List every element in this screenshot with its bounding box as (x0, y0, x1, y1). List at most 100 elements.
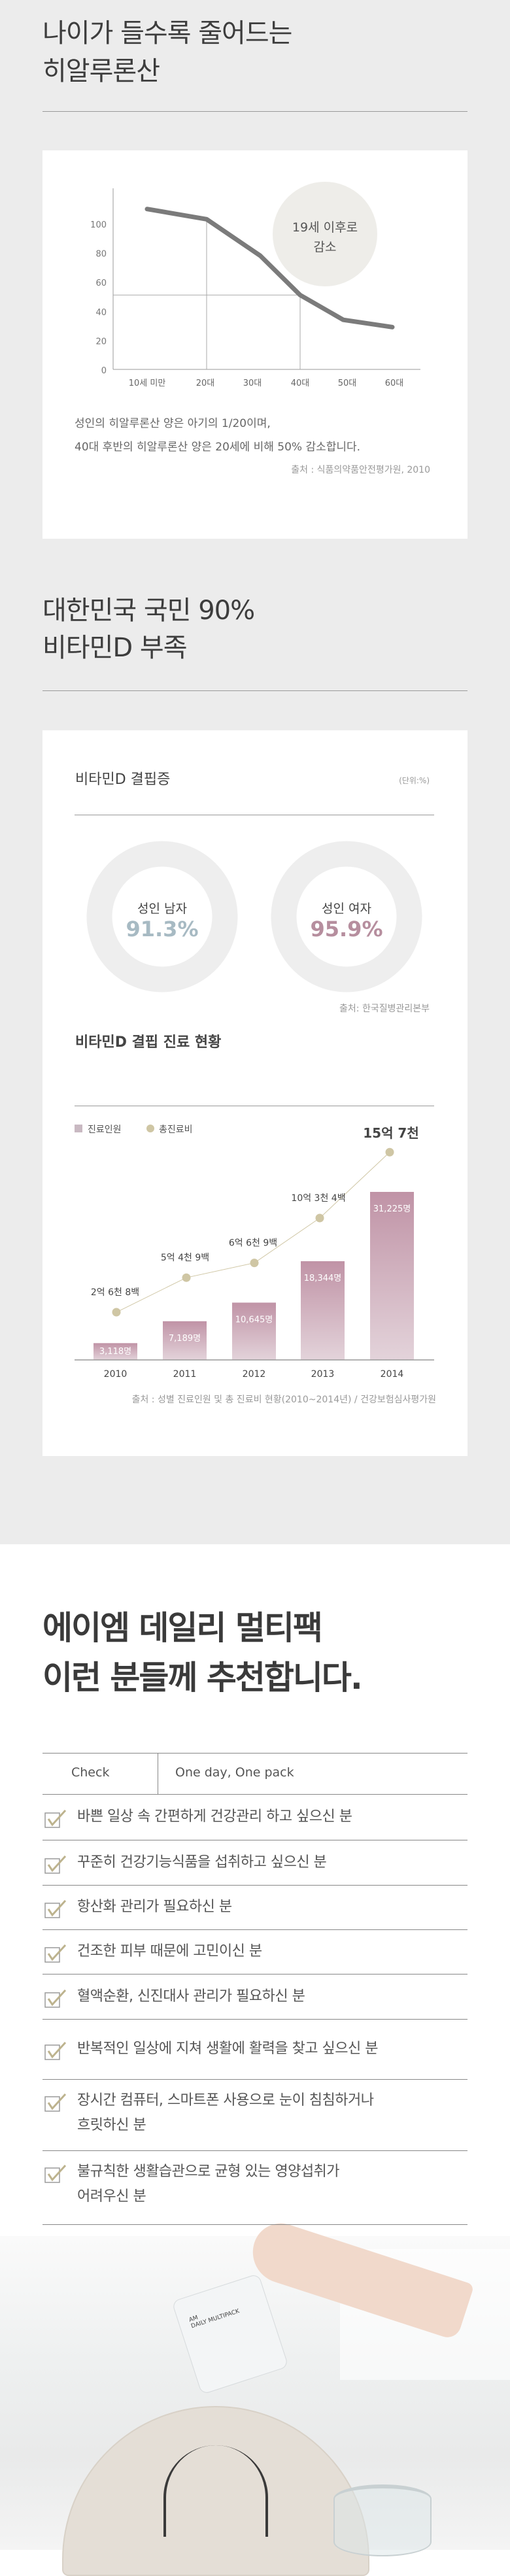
checkbox-checked-icon (44, 1944, 67, 1963)
treatment-title: 비타민D 결핍 진료 현황 (75, 1034, 222, 1051)
checkbox-checked-icon (44, 2093, 67, 2112)
cost-point (315, 1213, 324, 1223)
bar (94, 1343, 137, 1360)
checkbox-checked-icon (44, 1855, 67, 1874)
donut-label: 성인 남자 (137, 902, 187, 916)
x-tick-label: 2014 (381, 1369, 404, 1380)
bar-label: 7,189명 (169, 1334, 201, 1344)
bar (370, 1192, 414, 1360)
bar-label: 18,344명 (304, 1274, 341, 1283)
checkbox-checked-icon (44, 2041, 67, 2060)
divider (42, 690, 468, 691)
annotation-bubble (273, 182, 377, 286)
donut-value: 95.9% (310, 917, 382, 941)
bar (301, 1261, 345, 1360)
caption-line2: 40대 후반의 히알루론산 양은 20세에 비해 50% 감소합니다. (75, 441, 361, 454)
cost-point (112, 1308, 121, 1317)
recommendation-item: 장시간 컴퓨터, 스마트폰 사용으로 눈이 침침하거나 (77, 2092, 374, 2109)
bubble-text: 감소 (314, 240, 337, 254)
water-glass (333, 2484, 432, 2556)
donut-source: 출처: 한국질병관리본부 (339, 1004, 430, 1014)
x-tick-label: 2010 (104, 1369, 128, 1380)
legend-swatch-bar (75, 1125, 82, 1132)
y-tick-label: 0 (101, 366, 107, 376)
y-tick-label: 60 (95, 279, 107, 288)
table-divider (42, 2079, 468, 2080)
x-tick-label: 2011 (173, 1369, 197, 1380)
section3-title-line1: 에이엠 데일리 멀티팩 (42, 1609, 323, 1647)
table-divider (42, 2019, 468, 2020)
section3-title-line2: 이런 분들께 추천합니다. (42, 1659, 363, 1697)
divider (42, 111, 468, 112)
donut-track (271, 841, 422, 992)
recommendation-item: 건조한 피부 때문에 고민이신 분 (77, 1943, 262, 1959)
cost-point (182, 1273, 191, 1282)
source-text: 출처 : 식품의약품안전평가원, 2010 (291, 465, 430, 475)
x-tick-label: 2012 (243, 1369, 266, 1380)
hyaluronic-line-chart: 0 20 40 60 80 100 10세 미만 20대 30대 40대 50대 60대 19세 이후로… (90, 182, 420, 388)
checkbox-checked-icon (44, 1809, 67, 1828)
y-tick-label: 100 (90, 220, 107, 230)
donut-value: 91.3% (126, 917, 198, 941)
recommendation-item: 반복적인 일상에 지쳐 생활에 활력을 찾고 싶으신 분 (77, 2041, 379, 2057)
section2-title-line2: 비타민D 부족 (42, 633, 188, 663)
checkbox-checked-icon (44, 1899, 67, 1918)
recommendation-item: 항산화 관리가 필요하신 분 (77, 1899, 232, 1915)
hyaluronic-line (144, 207, 395, 330)
section2-title-line1: 대한민국 국민 90% (42, 596, 255, 626)
header-check: Check (71, 1765, 110, 1780)
x-tick-label: 30대 (243, 379, 262, 388)
caption-line1: 성인의 히알루론산 양은 아기의 1/20이며, (75, 417, 271, 430)
unit-label: (단위:%) (399, 776, 430, 785)
bar-label: 31,225명 (373, 1204, 411, 1214)
cost-label: 10억 3천 4백 (291, 1193, 345, 1204)
bar (232, 1302, 276, 1360)
bar-label: 3,118명 (99, 1347, 131, 1357)
product-photo: AM DAILY MULTIPACK (0, 2216, 510, 2576)
x-tick-label: 40대 (291, 379, 310, 388)
cost-line (116, 1151, 390, 1313)
y-tick-label: 40 (95, 308, 107, 318)
cost-point (385, 1147, 394, 1157)
cost-point (250, 1259, 259, 1268)
x-tick-label: 10세 미만 (129, 379, 166, 388)
treatment-source: 출처 : 성별 진료인원 및 총 진료비 현황(2010~2014년) / 건강… (131, 1395, 436, 1405)
table-divider (42, 2224, 468, 2225)
x-tick-label: 60대 (385, 379, 404, 388)
legend-swatch-line (146, 1125, 154, 1132)
recommendation-item: 흐릿하신 분 (77, 2117, 146, 2133)
x-tick-label: 2013 (311, 1369, 335, 1380)
x-tick-label: 50대 (338, 379, 357, 388)
checkbox-checked-icon (44, 1989, 67, 2008)
legend-label: 진료인원 (88, 1125, 122, 1135)
table-divider (42, 1794, 468, 1795)
recommendation-item: 어려우신 분 (77, 2188, 146, 2205)
section1-title-line2: 히알루론산 (42, 56, 160, 86)
recommendation-item: 꾸준히 건강기능식품을 섭취하고 싶으신 분 (77, 1854, 327, 1871)
table-divider (42, 2150, 468, 2151)
table-divider (42, 1753, 468, 1754)
treatment-bar-chart: 진료인원 총진료비 3,118명 2010 7,189명 2011 10,645명 2012 1… (75, 1125, 434, 1380)
table-divider (42, 1885, 468, 1886)
donut-track (86, 841, 238, 992)
recommendation-item: 혈액순환, 신진대사 관리가 필요하신 분 (77, 1988, 305, 2005)
cost-label: 5억 4천 9백 (161, 1253, 209, 1263)
recommendation-item: 바쁜 일상 속 간편하게 건강관리 하고 싶으신 분 (77, 1808, 352, 1825)
y-tick-label: 20 (95, 337, 107, 347)
legend-label: 총진료비 (159, 1125, 193, 1135)
multipack-pouch: AM DAILY MULTIPACK (171, 2273, 289, 2395)
cost-label: 6억 6천 9백 (229, 1238, 277, 1249)
y-tick-label: 80 (95, 250, 107, 260)
deficiency-title: 비타민D 결핍증 (75, 771, 171, 788)
table-divider (42, 1929, 468, 1930)
section1-title-line1: 나이가 들수록 줄어드는 (42, 18, 292, 48)
cost-label: 2억 6천 8백 (91, 1287, 139, 1298)
header-one-day: One day, One pack (175, 1765, 294, 1780)
bubble-text: 19세 이후로 (292, 220, 358, 235)
bar (163, 1321, 207, 1360)
donut-label: 성인 여자 (322, 902, 371, 916)
cost-label: 15억 7천 (363, 1125, 419, 1141)
checkbox-checked-icon (44, 2164, 67, 2183)
recommendation-item: 불규칙한 생활습관으로 균형 있는 영양섭취가 (77, 2163, 340, 2180)
